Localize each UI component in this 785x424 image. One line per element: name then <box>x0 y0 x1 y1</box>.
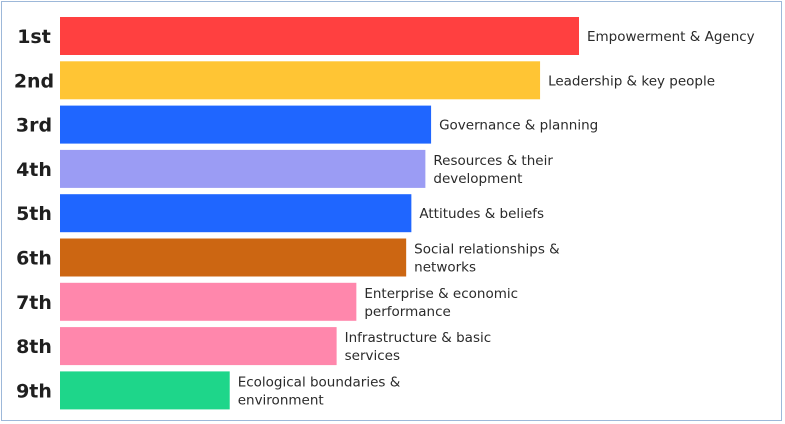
bar <box>60 238 407 277</box>
rank-label: 8th <box>16 336 52 358</box>
category-label: Infrastructure & basic <box>345 330 492 346</box>
category-label: Social relationships & <box>414 242 560 258</box>
category-label: Empowerment & Agency <box>587 29 755 45</box>
bar <box>60 327 337 366</box>
rank-label: 1st <box>17 26 51 48</box>
rank-label: 5th <box>16 203 52 225</box>
bar <box>60 194 412 233</box>
category-label: environment <box>238 392 324 408</box>
category-label: Ecological boundaries & <box>238 374 401 390</box>
category-label: Attitudes & beliefs <box>419 206 544 222</box>
category-label: networks <box>414 260 476 276</box>
category-label: Enterprise & economic <box>364 286 518 302</box>
bar <box>60 371 230 410</box>
rank-label: 7th <box>16 292 52 314</box>
category-label: Resources & their <box>433 153 553 169</box>
rank-label: 2nd <box>14 70 54 92</box>
rank-label: 4th <box>16 159 52 181</box>
category-label: performance <box>364 304 450 320</box>
rank-label: 6th <box>16 248 52 270</box>
bar <box>60 149 426 188</box>
rank-label: 9th <box>16 380 52 402</box>
category-label: development <box>433 171 522 187</box>
bar <box>60 105 432 144</box>
category-label: services <box>345 348 400 364</box>
bar <box>60 282 357 321</box>
bar <box>60 17 579 55</box>
category-label: Governance & planning <box>439 118 598 134</box>
rank-label: 3rd <box>16 115 52 137</box>
bar <box>60 61 541 100</box>
category-label: Leadership & key people <box>548 73 715 89</box>
